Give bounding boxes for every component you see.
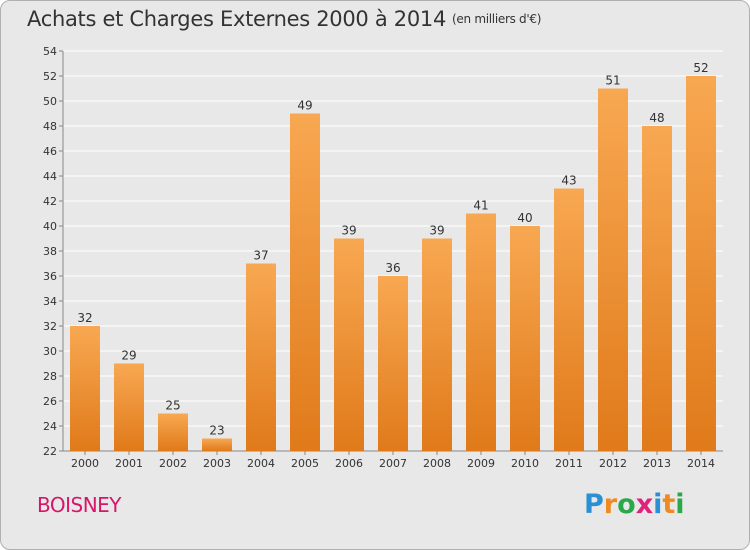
x-tick-label: 2007 (379, 457, 407, 470)
data-label: 39 (429, 224, 444, 238)
data-label: 51 (605, 74, 620, 88)
data-label: 25 (165, 399, 180, 413)
y-tick-label: 44 (43, 170, 57, 183)
data-label: 36 (385, 261, 400, 275)
y-tick-label: 26 (43, 395, 57, 408)
bar (466, 213, 496, 451)
y-tick-label: 50 (43, 95, 57, 108)
chart-title: Achats et Charges Externes 2000 à 2014 (e… (27, 7, 541, 31)
y-tick-label: 38 (43, 245, 57, 258)
logo-letter: o (617, 489, 636, 520)
data-label: 32 (77, 311, 92, 325)
bar (158, 413, 188, 451)
logo-letter: i (653, 489, 663, 520)
x-tick-label: 2006 (335, 457, 363, 470)
bar (554, 188, 584, 451)
y-tick-label: 32 (43, 320, 57, 333)
logo-letter: r (603, 489, 618, 520)
x-tick-label: 2000 (71, 457, 99, 470)
x-tick-label: 2010 (511, 457, 539, 470)
y-tick-label: 34 (43, 295, 57, 308)
bar (598, 88, 628, 451)
data-label: 41 (473, 199, 488, 213)
data-label: 37 (253, 249, 268, 263)
title-text: Achats et Charges Externes 2000 à 2014 (27, 7, 447, 31)
bar (114, 363, 144, 451)
y-tick-label: 54 (43, 45, 57, 58)
x-tick-label: 2003 (203, 457, 231, 470)
data-label: 29 (121, 349, 136, 363)
y-tick-label: 24 (43, 420, 57, 433)
bar (290, 113, 320, 451)
x-tick-label: 2001 (115, 457, 143, 470)
x-tick-label: 2009 (467, 457, 495, 470)
bar (334, 238, 364, 451)
x-tick-label: 2002 (159, 457, 187, 470)
bar (202, 438, 232, 451)
bar (246, 263, 276, 451)
bar (686, 76, 716, 451)
bar (70, 326, 100, 451)
proxiti-logo[interactable]: Proxiti (584, 489, 685, 520)
y-tick-label: 42 (43, 195, 57, 208)
logo-letter: t (662, 489, 676, 520)
x-tick-label: 2004 (247, 457, 275, 470)
data-label: 23 (209, 424, 224, 438)
x-tick-label: 2013 (643, 457, 671, 470)
bar (378, 276, 408, 451)
data-label: 48 (649, 111, 664, 125)
commune-name: BOISNEY (37, 493, 122, 517)
bar (510, 226, 540, 451)
y-tick-label: 48 (43, 120, 57, 133)
y-tick-label: 22 (43, 445, 57, 458)
data-label: 52 (693, 61, 708, 75)
y-tick-label: 40 (43, 220, 57, 233)
x-tick-label: 2005 (291, 457, 319, 470)
logo-letter: i (675, 489, 685, 520)
bar (642, 126, 672, 451)
logo-letter: x (635, 489, 654, 520)
y-tick-label: 46 (43, 145, 57, 158)
x-tick-label: 2011 (555, 457, 583, 470)
x-tick-label: 2014 (687, 457, 715, 470)
y-tick-label: 30 (43, 345, 57, 358)
unit-label: (en milliers d'€) (452, 12, 542, 26)
y-tick-label: 52 (43, 70, 57, 83)
y-tick-label: 36 (43, 270, 57, 283)
data-label: 40 (517, 211, 532, 225)
data-label: 39 (341, 224, 356, 238)
logo-letter: P (584, 489, 604, 520)
y-tick-label: 28 (43, 370, 57, 383)
data-label: 43 (561, 174, 576, 188)
x-tick-label: 2008 (423, 457, 451, 470)
data-label: 49 (297, 99, 312, 113)
bar (422, 238, 452, 451)
x-tick-label: 2012 (599, 457, 627, 470)
